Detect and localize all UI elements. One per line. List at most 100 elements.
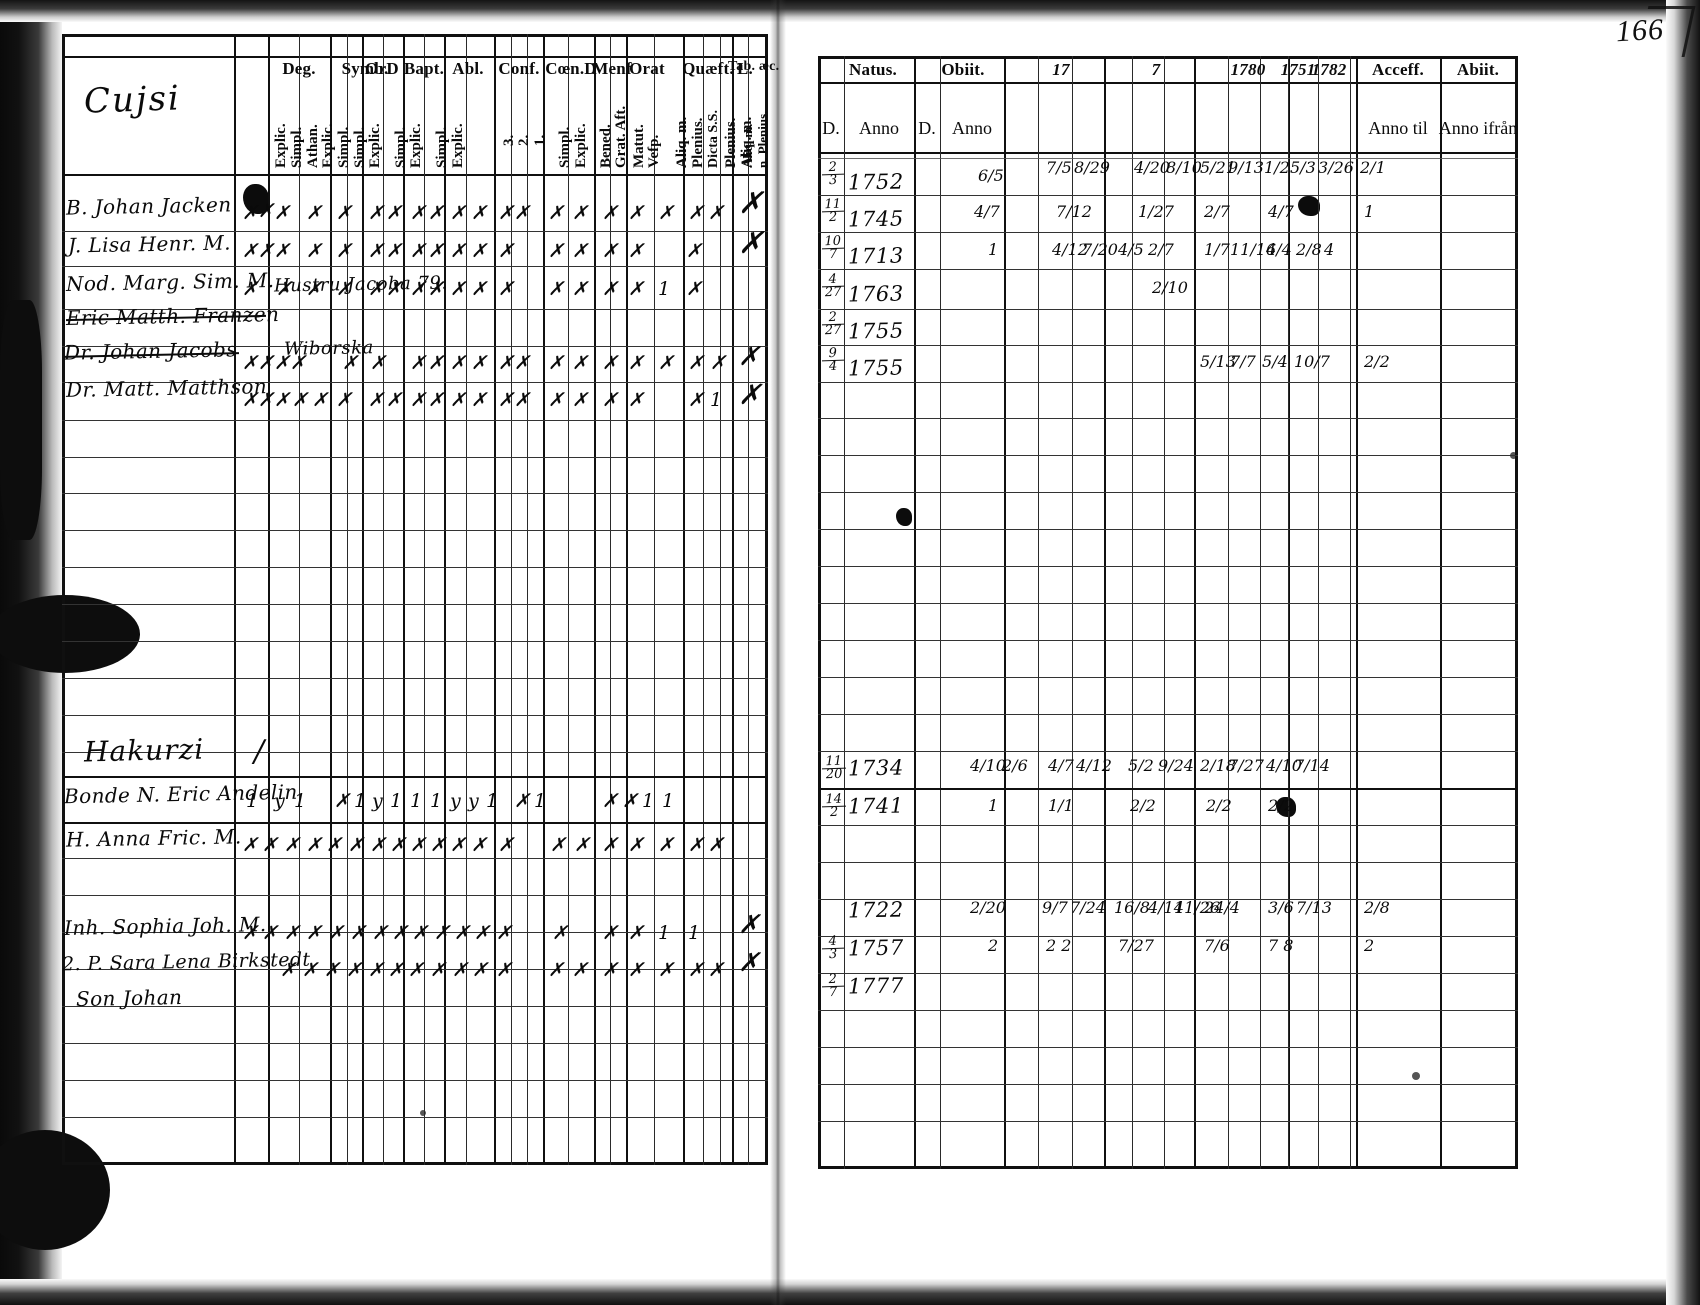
ink-smudge-right-1 bbox=[1298, 196, 1320, 216]
rrule-10 bbox=[818, 492, 1518, 493]
subhdr-conf-1: 1. bbox=[532, 134, 548, 146]
rcol-div-y3 bbox=[1288, 56, 1290, 1169]
natus-year-row7: 1734 bbox=[847, 755, 905, 781]
list-item-name-r6: Dr. Matt. Matthson bbox=[65, 374, 268, 402]
list-item-name-r10: 2. P. Sara Lena Birkstedt bbox=[61, 948, 311, 976]
subhdr-quaest-plenius: Plenius. bbox=[690, 117, 706, 168]
left-header-rule-1 bbox=[62, 56, 768, 58]
subhdr-coen-explic: Explic. bbox=[573, 123, 589, 168]
rule-r17 bbox=[62, 858, 768, 859]
rrule-11 bbox=[818, 529, 1518, 530]
left-frame-right bbox=[765, 34, 768, 1165]
rcol-div-accefl bbox=[1356, 56, 1358, 1169]
rsub-obiit-anno: Anno bbox=[952, 118, 992, 138]
rsub-accefl-anno-til: Anno til bbox=[1368, 118, 1428, 138]
col-div-deg bbox=[268, 34, 270, 1165]
hakurzi-tally: / bbox=[254, 734, 265, 769]
rule-r21 bbox=[62, 1006, 768, 1007]
subhdr-symb-explic: Explic. bbox=[320, 123, 336, 168]
book-gutter bbox=[770, 0, 786, 1305]
rule-r1 bbox=[62, 231, 768, 232]
rcol-header-y2: 7 bbox=[1151, 60, 1161, 79]
rcol-header-y1: 17 bbox=[1052, 60, 1070, 79]
rrule-25 bbox=[818, 1047, 1518, 1048]
sub-div-coen bbox=[568, 34, 569, 1165]
natus-year-row5: 1755 bbox=[847, 318, 905, 344]
left-page-table: Deg. Symb. OrD Bapt. Abl. Conf. Cœn.D Me… bbox=[61, 34, 779, 1165]
subhdr-deg-explic: Explic. bbox=[273, 123, 289, 168]
sub-div-ord bbox=[383, 34, 384, 1165]
rrule-12 bbox=[818, 566, 1518, 567]
subhdr-deg-simpl: Simpl. bbox=[289, 126, 305, 168]
rrule-4 bbox=[818, 269, 1518, 270]
col-header-coen: Cœn.D bbox=[545, 59, 597, 78]
rcol-div-y4a bbox=[1318, 56, 1319, 1169]
col-header-menf: Menf bbox=[592, 59, 632, 78]
list-item-name-r8: H. Anna Fric. M. bbox=[65, 824, 242, 852]
right-frame-top bbox=[818, 56, 1518, 59]
rrule-8 bbox=[818, 418, 1518, 419]
col-div-coen bbox=[543, 34, 545, 1165]
page-edge-bottom bbox=[0, 1279, 1700, 1305]
ink-smudge-right-2 bbox=[1276, 797, 1296, 817]
col-div-name bbox=[234, 34, 236, 1165]
natus-day-row2: 11 2 bbox=[821, 197, 845, 225]
section-title-cujsi: Cujsi bbox=[83, 78, 182, 122]
sub-div-symb-a bbox=[347, 34, 348, 1165]
rule-r24 bbox=[62, 1117, 768, 1118]
rsub-abiit-anno-ifran: Anno ifrån bbox=[1438, 118, 1518, 138]
col-div-bapt bbox=[403, 34, 405, 1165]
subhdr-conf-2: 2. bbox=[516, 134, 532, 146]
natus-day-row5: 2 27 bbox=[821, 310, 845, 339]
natus-year-row3: 1713 bbox=[847, 243, 905, 269]
rcol-div-y1b bbox=[1072, 56, 1073, 1169]
rcol-div-y1 bbox=[1104, 56, 1106, 1169]
rsub-obiit-d: D. bbox=[918, 118, 936, 138]
natus-year-row8: 1741 bbox=[847, 793, 905, 819]
rule-r18 bbox=[62, 895, 768, 896]
col-div-symb bbox=[330, 34, 332, 1165]
rcol-div-y2a bbox=[1132, 56, 1133, 1169]
rule-r7 bbox=[62, 457, 768, 458]
sub-div-conf-1 bbox=[511, 34, 512, 1165]
rule-r23 bbox=[62, 1080, 768, 1081]
rcol-header-y6: 1782 bbox=[1311, 60, 1347, 79]
list-item-name-r9: Inh. Sophia Joh. M. bbox=[63, 912, 267, 940]
ink-smudge-top bbox=[243, 184, 269, 214]
list-item-name-r7: Bonde N. Eric Andelin bbox=[63, 779, 298, 809]
col-div-abl bbox=[444, 34, 446, 1165]
rrule-16 bbox=[818, 714, 1518, 715]
col-header-l: L. bbox=[737, 59, 753, 78]
sub-div-abl bbox=[466, 34, 467, 1165]
rule-r22 bbox=[62, 1043, 768, 1044]
rcol-div-y3b bbox=[1260, 56, 1261, 1169]
rrule-22 bbox=[818, 936, 1518, 937]
rcol-header-y5: 1751 bbox=[1280, 60, 1316, 79]
sub-div-tab bbox=[748, 34, 749, 1165]
subhdr-menf-grat: Grat. Aft. bbox=[613, 105, 629, 168]
col-header-deg: Deg. bbox=[282, 59, 316, 78]
ink-smudge-mid bbox=[896, 508, 912, 526]
subhdr-abl-explic: Explic. bbox=[450, 123, 466, 168]
rcol-header-accefl: Acceff. bbox=[1372, 60, 1424, 79]
list-item-name-r1: B. Johan Jacken bbox=[65, 192, 232, 220]
subhdr-bapt-explic: Explic. bbox=[408, 123, 424, 168]
rcol-header-obiit: Obiit. bbox=[941, 60, 985, 79]
rrule-6 bbox=[818, 345, 1518, 346]
right-header-rule-1 bbox=[818, 82, 1518, 84]
rrule-3 bbox=[818, 232, 1518, 233]
rrule-1 bbox=[818, 158, 1518, 159]
sub-div-menf bbox=[610, 34, 611, 1165]
rcol-div-y2 bbox=[1194, 56, 1196, 1169]
col-div-conf bbox=[494, 34, 496, 1165]
binding-blot-2 bbox=[0, 1130, 110, 1250]
rrule-5 bbox=[818, 309, 1518, 310]
subhdr-tab-plenius: Plenius. bbox=[723, 117, 739, 168]
rcol-header-natus: Natus. bbox=[849, 60, 897, 79]
rcol-div-y1a bbox=[1038, 56, 1039, 1169]
rule-r11 bbox=[62, 604, 768, 605]
natus-day-row8: 14 2 bbox=[821, 792, 847, 820]
col-div-tab bbox=[732, 34, 734, 1165]
col-header-ord: OrD bbox=[365, 59, 399, 78]
right-frame-right bbox=[1515, 56, 1518, 1169]
